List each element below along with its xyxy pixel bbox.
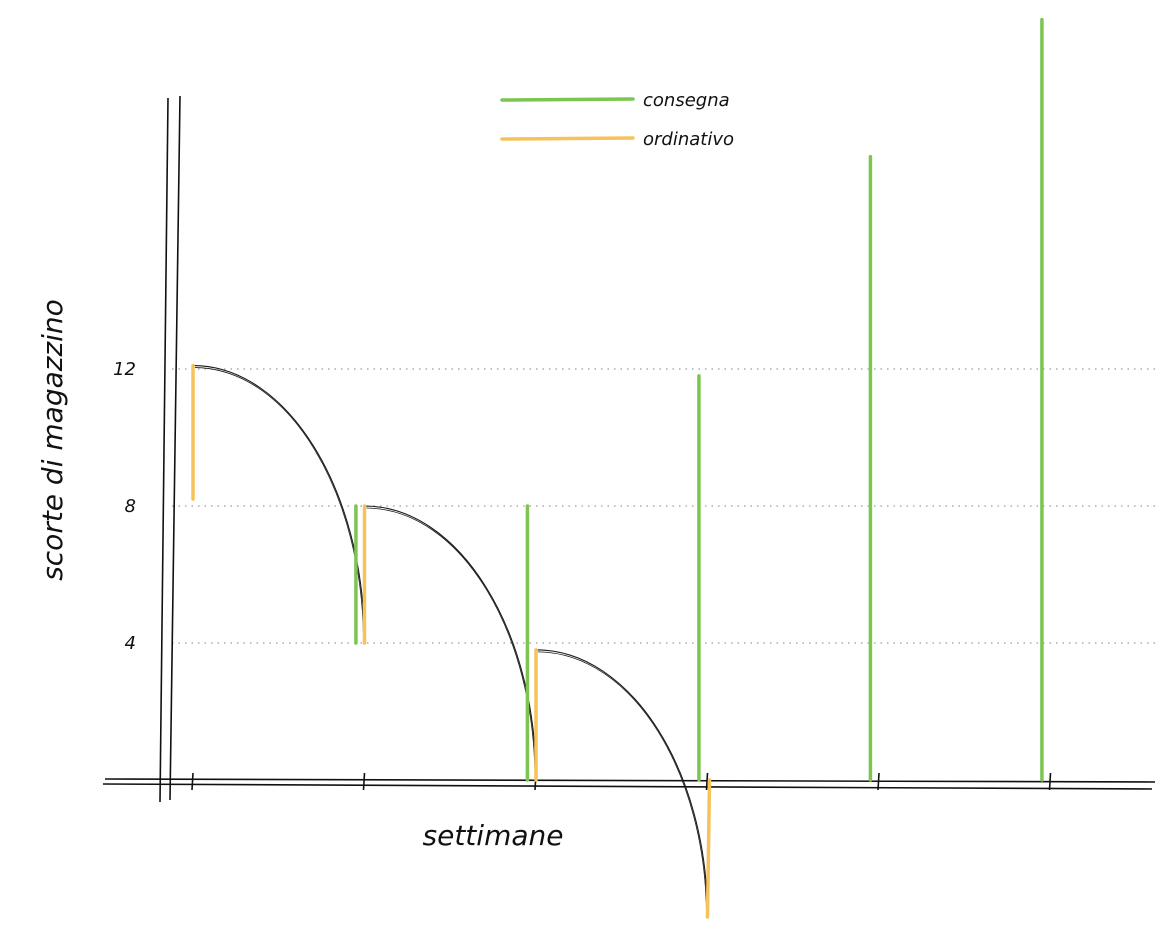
y-tick-label: 4 bbox=[125, 633, 136, 654]
y-axis-line bbox=[159, 97, 169, 803]
x-tick bbox=[1048, 772, 1052, 791]
ordinativo-series bbox=[191, 363, 712, 919]
stock-curve-sketch bbox=[537, 651, 707, 918]
legend: consegna ordinativo bbox=[500, 90, 734, 150]
x-tick bbox=[877, 772, 880, 791]
y-axis-line-sketch bbox=[169, 95, 181, 801]
stock-curve-sketch bbox=[366, 507, 536, 781]
legend-label-ordinativo: ordinativo bbox=[643, 129, 734, 150]
x-tick bbox=[362, 772, 366, 791]
ordinativo-line bbox=[705, 778, 712, 919]
y-tick-labels: 4 8 12 bbox=[113, 359, 136, 654]
consegna-series bbox=[354, 17, 1044, 782]
x-axis-line bbox=[104, 778, 1156, 783]
y-axis-label: scorte di magazzino bbox=[36, 299, 69, 581]
stock-curve bbox=[364, 505, 537, 781]
axes bbox=[102, 95, 1156, 803]
stock-curve bbox=[535, 649, 709, 918]
x-tick bbox=[705, 772, 709, 791]
y-tick-label: 12 bbox=[113, 359, 136, 380]
legend-swatch-ordinativo bbox=[500, 136, 635, 141]
legend-swatch-consegna bbox=[500, 97, 635, 102]
stock-curves bbox=[192, 365, 709, 918]
x-tick bbox=[191, 772, 194, 791]
x-axis-line-sketch bbox=[102, 783, 1153, 790]
x-axis-label: settimane bbox=[423, 819, 564, 852]
grid-lines bbox=[172, 368, 1155, 644]
legend-label-consegna: consegna bbox=[643, 90, 730, 111]
stock-curve-sketch bbox=[194, 367, 364, 644]
stock-curve bbox=[192, 365, 366, 644]
y-tick-label: 8 bbox=[125, 496, 136, 517]
